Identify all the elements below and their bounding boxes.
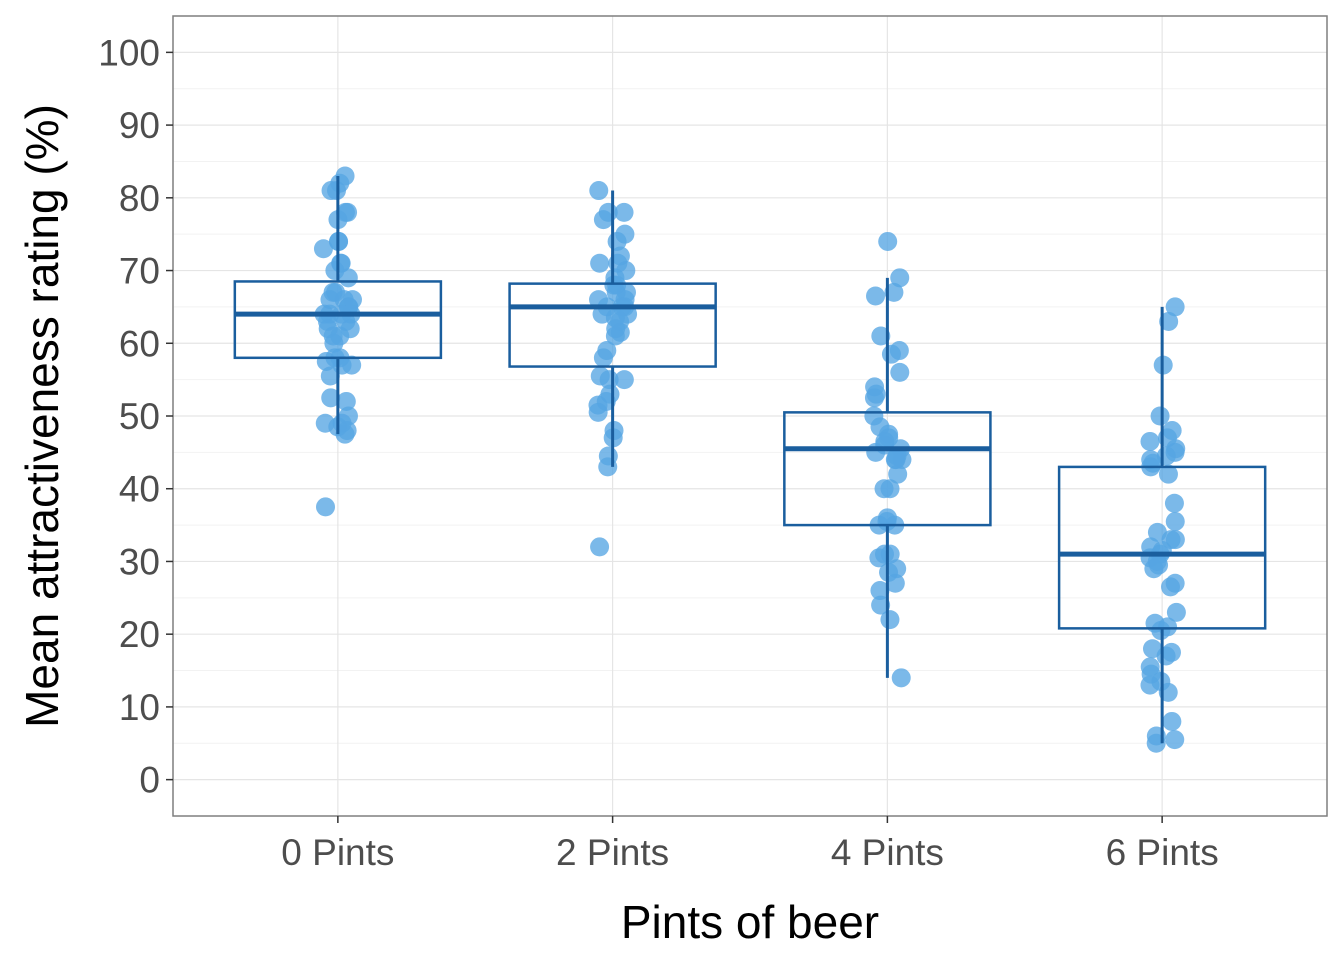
x-tick-label: 6 Pints — [1106, 832, 1219, 873]
data-point — [316, 497, 336, 517]
data-point — [605, 326, 625, 346]
data-point — [1150, 406, 1170, 426]
data-point — [338, 268, 358, 288]
data-point — [590, 253, 610, 273]
boxes — [233, 176, 1267, 744]
data-point — [890, 268, 910, 288]
data-point — [885, 573, 905, 593]
data-point — [1140, 431, 1160, 451]
y-tick-label: 0 — [139, 760, 160, 801]
box-iqr — [783, 411, 992, 527]
box-iqr — [233, 280, 443, 360]
data-point — [881, 344, 901, 364]
y-tick-label: 90 — [119, 105, 160, 146]
y-tick-label: 70 — [119, 251, 160, 292]
data-point — [588, 402, 608, 422]
data-point — [866, 442, 886, 462]
data-point — [891, 668, 911, 688]
data-point — [870, 581, 890, 601]
y-tick-label: 80 — [119, 178, 160, 219]
data-point — [1165, 297, 1185, 317]
data-point — [866, 286, 886, 306]
y-tick-label: 100 — [98, 32, 160, 73]
x-axis-title: Pints of beer — [621, 896, 879, 948]
data-point — [614, 370, 634, 390]
data-point — [590, 537, 610, 557]
data-point — [336, 391, 356, 411]
x-tick-label: 0 Pints — [281, 832, 394, 873]
y-tick-label: 20 — [119, 614, 160, 655]
data-point — [886, 450, 906, 470]
data-point — [1166, 602, 1186, 622]
data-point — [1156, 646, 1176, 666]
y-tick-label: 60 — [119, 323, 160, 364]
data-point — [884, 282, 904, 302]
y-tick-label: 40 — [119, 469, 160, 510]
data-point — [878, 231, 898, 251]
data-point — [874, 479, 894, 499]
box-iqr — [1057, 465, 1267, 630]
data-point — [1165, 530, 1185, 550]
data-point — [871, 595, 891, 615]
y-tick-label: 10 — [119, 687, 160, 728]
data-point — [890, 362, 910, 382]
y-tick-label: 50 — [119, 396, 160, 437]
axes: 0 10 20 30 40 50 60 70 80 90 100 0 Pints 2 Pints 4 Pi… — [98, 32, 1218, 873]
data-point — [324, 333, 344, 353]
data-point — [313, 239, 333, 259]
data-point — [320, 290, 340, 310]
data-point — [1158, 464, 1178, 484]
data-point — [871, 326, 891, 346]
data-point — [614, 202, 634, 222]
data-point — [880, 610, 900, 630]
data-point — [1162, 711, 1182, 731]
data-point — [1164, 493, 1184, 513]
data-point — [598, 457, 618, 477]
y-tick-label: 30 — [119, 541, 160, 582]
data-point — [321, 181, 341, 201]
data-point — [321, 388, 341, 408]
y-axis-title: Mean attractiveness rating (%) — [16, 104, 68, 728]
data-point — [335, 424, 355, 444]
data-point — [1165, 511, 1185, 531]
x-tick-label: 4 Pints — [831, 832, 944, 873]
data-point — [593, 210, 613, 230]
data-point — [320, 366, 340, 386]
data-point — [888, 464, 908, 484]
data-point — [1159, 311, 1179, 331]
data-point — [342, 355, 362, 375]
data-point — [869, 548, 889, 568]
data-point — [1144, 559, 1164, 579]
data-point — [1165, 730, 1185, 750]
data-point — [589, 181, 609, 201]
data-point — [593, 348, 613, 368]
data-point — [1140, 675, 1160, 695]
data-point — [864, 388, 884, 408]
box-iqr — [508, 282, 717, 368]
data-point — [1160, 577, 1180, 597]
x-tick-label: 2 Pints — [556, 832, 669, 873]
